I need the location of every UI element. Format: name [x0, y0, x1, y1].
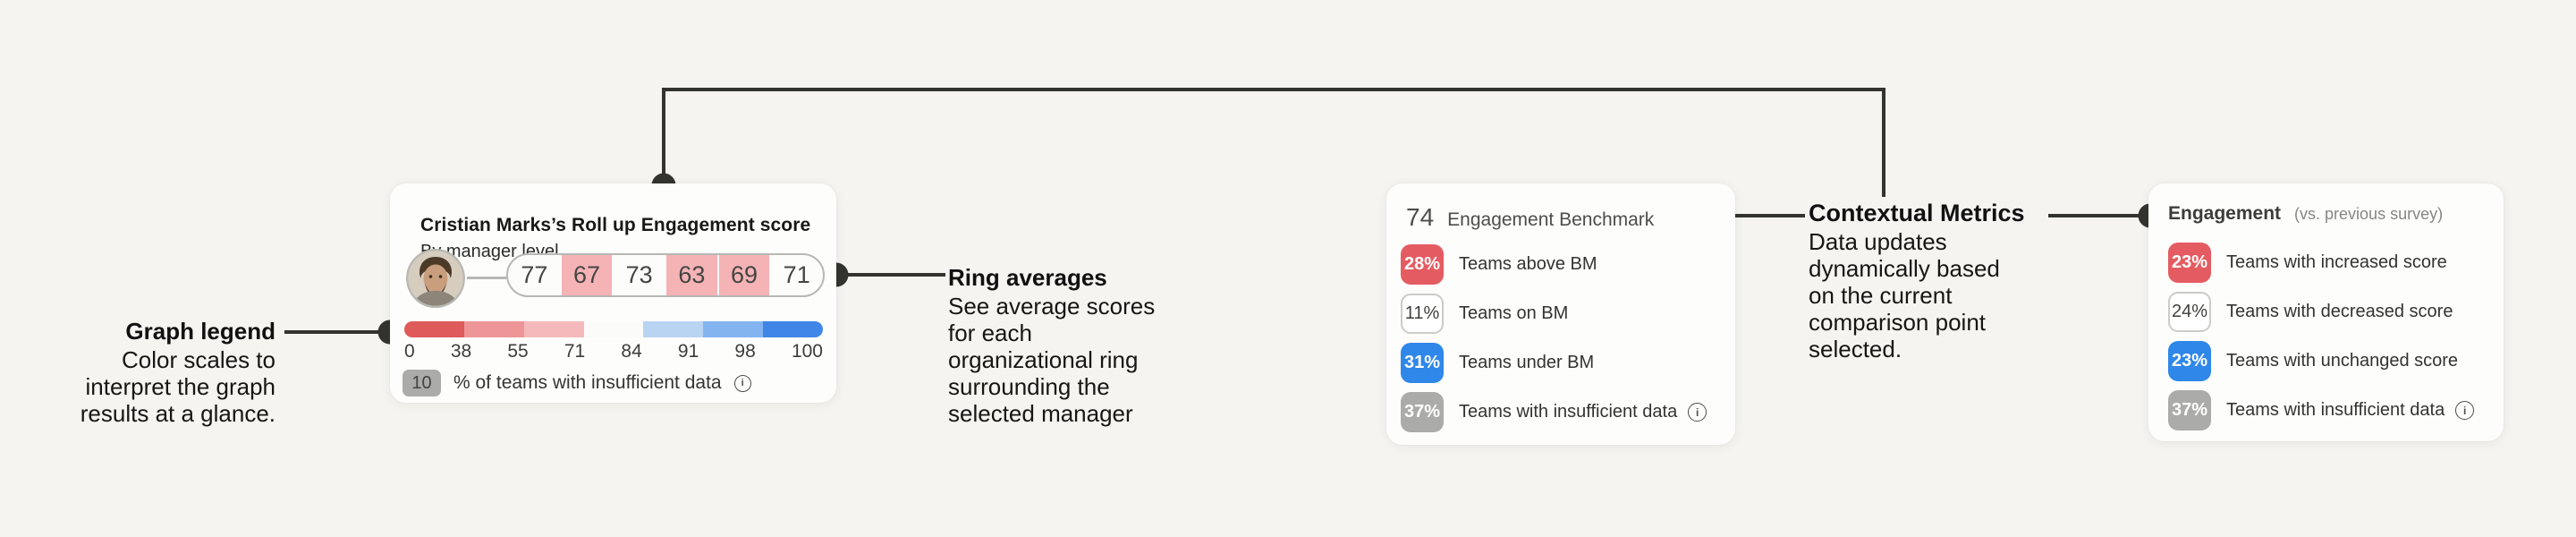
- connector-top-left-vertical: [662, 88, 665, 187]
- comparison-rows: 23% Teams with increased score 24% Teams…: [2168, 243, 2489, 430]
- comparison-title: Engagement: [2168, 203, 2282, 224]
- annotation-line: for each: [948, 320, 1032, 346]
- scale-segment: [763, 321, 823, 337]
- ring-score-cell: 71: [783, 261, 810, 288]
- scale-tick: 100: [791, 341, 823, 362]
- metric-pct-badge: 37%: [1401, 392, 1444, 432]
- metric-label: Teams under BM: [1459, 353, 1595, 372]
- annotation-line: results at a glance.: [80, 400, 275, 427]
- annotation-graph-legend: Graph legend Color scales to interpret t…: [0, 317, 275, 427]
- connector-contextual-left: [1689, 214, 1805, 217]
- metric-pct-badge: 23%: [2168, 341, 2211, 381]
- connector-top-horizontal: [662, 88, 1885, 91]
- avatar-connector-line: [467, 277, 506, 279]
- annotation-line: interpret the graph: [85, 373, 275, 400]
- metric-row: 37% Teams with insufficient data i: [1401, 392, 1721, 432]
- connector-top-right-vertical: [1882, 88, 1885, 197]
- metric-row: 31% Teams under BM: [1401, 343, 1721, 383]
- annotation-line: surrounding the: [948, 373, 1110, 400]
- insufficient-label: % of teams with insufficient data: [453, 372, 722, 393]
- scale-tick-labels: 0 38 55 71 84 91 98 100: [404, 341, 823, 362]
- annotation-title: Contextual Metrics: [1809, 200, 2025, 226]
- info-icon[interactable]: i: [733, 374, 751, 392]
- scale-tick: 0: [404, 341, 415, 362]
- insufficient-pct-badge: 10: [402, 370, 441, 396]
- connector-graph-legend: [284, 330, 390, 334]
- ring-averages-pill: 77 67 73 63 69 71: [506, 253, 825, 297]
- metric-row: 24% Teams with decreased score: [2168, 292, 2489, 332]
- scale-tick: 91: [677, 341, 699, 362]
- scale-tick: 71: [564, 341, 586, 362]
- metric-label: Teams with decreased score: [2226, 302, 2453, 321]
- metric-row: 11% Teams on BM: [1401, 294, 1721, 334]
- annotation-line: Color scales to: [122, 346, 275, 373]
- connector-ring-averages: [836, 273, 945, 277]
- metric-pct-badge: 11%: [1401, 294, 1444, 334]
- annotation-contextual-metrics: Contextual Metrics Data updates dynamica…: [1809, 199, 2025, 362]
- annotation-ring-averages: Ring averages See average scores for eac…: [948, 263, 1155, 427]
- metric-pct-badge: 23%: [2168, 243, 2211, 283]
- insufficient-data-row: 10 % of teams with insufficient data i: [402, 370, 751, 396]
- annotation-line: on the current: [1809, 282, 1953, 309]
- annotation-line: selected manager: [948, 400, 1133, 427]
- metric-pct-badge: 24%: [2168, 292, 2211, 332]
- benchmark-card: 74 Engagement Benchmark 28% Teams above …: [1386, 183, 1735, 445]
- comparison-subtitle: (vs. previous survey): [2294, 205, 2444, 223]
- info-icon[interactable]: i: [2455, 401, 2475, 420]
- benchmark-header: 74 Engagement Benchmark: [1406, 203, 1654, 232]
- scale-tick: 55: [507, 341, 529, 362]
- annotation-line: comparison point: [1809, 309, 1986, 336]
- ring-score-cell: 77: [521, 261, 548, 288]
- metric-label: Teams with unchanged score: [2226, 351, 2459, 371]
- scale-segment: [643, 321, 704, 337]
- scale-segment: [703, 321, 764, 337]
- annotation-title: Ring averages: [948, 264, 1107, 291]
- ring-score-cell: 73: [625, 261, 653, 288]
- ring-score-cell: 69: [718, 255, 770, 295]
- scale-tick: 38: [450, 341, 472, 362]
- info-icon[interactable]: i: [1688, 403, 1707, 422]
- ring-score-cell: 67: [561, 255, 613, 295]
- annotation-line: Data updates: [1809, 228, 1947, 255]
- metric-label: Teams above BM: [1459, 254, 1597, 274]
- annotation-line: See average scores: [948, 293, 1156, 320]
- metric-label: Teams on BM: [1459, 303, 1569, 323]
- metric-row: 28% Teams above BM: [1401, 244, 1721, 285]
- metric-row: 23% Teams with increased score: [2168, 243, 2489, 283]
- connector-contextual-right: [2048, 214, 2150, 217]
- scale-segment: [463, 321, 524, 337]
- comparison-header: Engagement (vs. previous survey): [2168, 203, 2443, 225]
- metric-label: Teams with insufficient data i: [1459, 402, 1707, 422]
- scale-segment: [583, 321, 644, 337]
- scale-segment: [523, 321, 584, 337]
- metric-row: 37% Teams with insufficient data i: [2168, 390, 2489, 430]
- annotation-line: organizational ring: [948, 346, 1139, 373]
- score-color-scale: [404, 321, 823, 337]
- metric-pct-badge: 28%: [1401, 244, 1444, 285]
- metric-pct-badge: 31%: [1401, 343, 1444, 383]
- annotation-line: selected.: [1809, 336, 1902, 362]
- metric-label: Teams with insufficient data i: [2226, 400, 2475, 421]
- rollup-score-card: Cristian Marks’s Roll up Engagement scor…: [390, 183, 836, 403]
- ring-score-cell: 63: [666, 255, 717, 295]
- annotation-title: Graph legend: [125, 318, 275, 345]
- rollup-card-title: Cristian Marks’s Roll up Engagement scor…: [420, 215, 811, 235]
- metric-label: Teams with increased score: [2226, 252, 2447, 272]
- comparison-card: Engagement (vs. previous survey) 23% Tea…: [2148, 183, 2504, 441]
- scale-segment: [404, 321, 464, 337]
- manager-avatar: [406, 249, 465, 308]
- metric-row: 23% Teams with unchanged score: [2168, 341, 2489, 381]
- avatar-illustration: [406, 249, 465, 308]
- scale-tick: 84: [621, 341, 642, 362]
- annotation-line: dynamically based: [1809, 255, 2000, 282]
- metric-pct-badge: 37%: [2168, 390, 2211, 430]
- benchmark-title: Engagement Benchmark: [1447, 209, 1655, 230]
- scale-tick: 98: [734, 341, 756, 362]
- benchmark-rows: 28% Teams above BM 11% Teams on BM 31% T…: [1401, 244, 1721, 432]
- benchmark-value: 74: [1406, 203, 1435, 231]
